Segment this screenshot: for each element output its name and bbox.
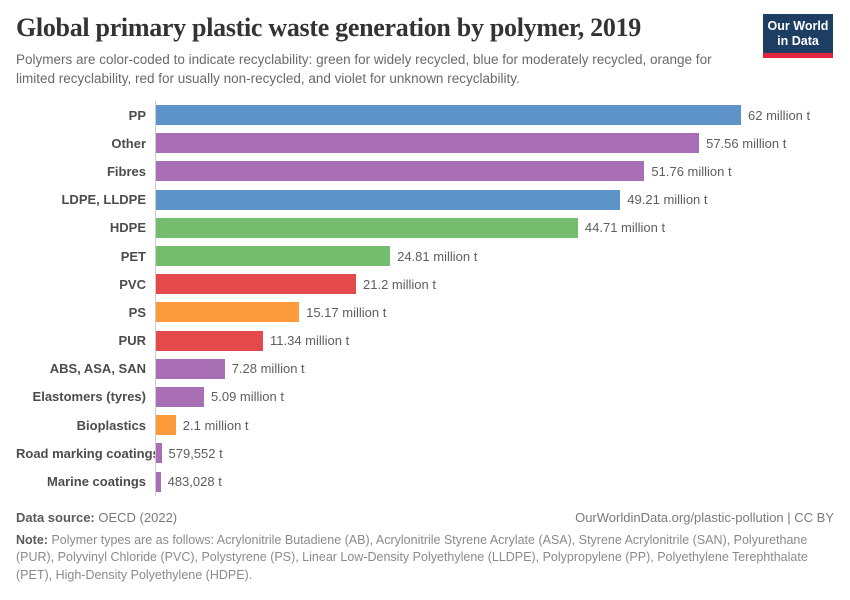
category-label: ABS, ASA, SAN — [49, 361, 146, 377]
note-text: Polymer types are as follows: Acrylonitr… — [16, 532, 808, 582]
bar-row: Bioplastics 2.1 million t — [16, 411, 834, 440]
bar-row: Fibres 51.76 million t — [16, 157, 834, 186]
bar-row: PS 15.17 million t — [16, 298, 834, 327]
category-label: Marine coatings — [47, 474, 146, 490]
value-label: 49.21 million t — [627, 192, 708, 208]
value-label: 62 million t — [748, 107, 811, 123]
value-label: 24.81 million t — [397, 248, 478, 264]
chart-subtitle: Polymers are color-coded to indicate rec… — [16, 52, 712, 86]
bar-track: 49.21 million t — [155, 185, 834, 214]
value-label: 11.34 million t — [270, 333, 350, 349]
chart-footer: Data source: OECD (2022) OurWorldinData.… — [16, 510, 834, 585]
bar-track: 21.2 million t — [155, 270, 834, 299]
bar-track: 15.17 million t — [155, 298, 834, 327]
page-title: Global primary plastic waste generation … — [16, 13, 641, 42]
bar-row: ABS, ASA, SAN 7.28 million t — [16, 354, 834, 383]
owid-logo-line1: Our World — [767, 19, 829, 33]
bar-track: 44.71 million t — [155, 213, 834, 242]
bar-track: 62 million t — [155, 101, 834, 130]
bar-track: 24.81 million t — [155, 241, 834, 271]
bar-track: 579,552 t — [155, 439, 834, 468]
value-label: 21.2 million t — [363, 276, 436, 292]
data-source: Data source: OECD (2022) — [16, 510, 177, 525]
category-label: LDPE, LLDPE — [61, 192, 146, 208]
bar-row: PVC 21.2 million t — [16, 270, 834, 299]
source-row: Data source: OECD (2022) OurWorldinData.… — [16, 510, 834, 525]
category-label: Road marking coatings — [16, 445, 160, 461]
value-label: 5.09 million t — [211, 389, 284, 405]
value-label: 57.56 million t — [706, 135, 787, 151]
bar-track: 7.28 million t — [155, 354, 834, 383]
bar — [156, 105, 741, 126]
category-label: Other — [111, 135, 146, 151]
value-label: 2.1 million t — [182, 417, 249, 433]
category-label: Elastomers (tyres) — [32, 389, 146, 405]
bar — [156, 274, 356, 295]
bar — [156, 161, 645, 182]
bar-row: HDPE 44.71 million t — [16, 213, 834, 242]
category-label: HDPE — [109, 220, 146, 236]
bar-row: PP 62 million t — [16, 101, 834, 130]
value-label: 483,028 t — [167, 474, 222, 490]
bar-row: Other 57.56 million t — [16, 129, 834, 158]
category-label: Bioplastics — [76, 417, 146, 433]
bar — [156, 189, 621, 210]
bar-track: 51.76 million t — [155, 157, 834, 186]
owid-logo-line2: in Data — [777, 34, 819, 48]
value-label: 579,552 t — [168, 445, 223, 461]
bar — [156, 246, 391, 267]
bar-track: 2.1 million t — [155, 411, 834, 440]
bar-track: 11.34 million t — [155, 326, 834, 355]
bar — [156, 415, 176, 436]
bar-track: 483,028 t — [155, 467, 834, 496]
bar-row: PET 24.81 million t — [16, 241, 834, 271]
bar-chart: PP 62 million t Other 57.56 million t Fibres… — [16, 101, 834, 496]
category-label: PET — [120, 248, 146, 264]
bar-row: PUR 11.34 million t — [16, 326, 834, 355]
bar-track: 5.09 million t — [155, 382, 834, 412]
bar — [156, 330, 263, 351]
value-label: 15.17 million t — [306, 304, 387, 320]
bar — [156, 358, 225, 379]
bar-row: Marine coatings 483,028 t — [16, 467, 834, 496]
bar — [156, 471, 161, 492]
note: Note: Polymer types are as follows: Acry… — [16, 532, 834, 585]
category-label: PVC — [119, 276, 146, 292]
category-label: PP — [128, 107, 146, 123]
category-label: PS — [128, 304, 146, 320]
bar-track: 57.56 million t — [155, 129, 834, 158]
bar-row: LDPE, LLDPE 49.21 million t — [16, 185, 834, 214]
value-label: 44.71 million t — [584, 220, 666, 236]
note-label: Note: — [16, 532, 48, 547]
data-source-label: Data source: — [16, 509, 95, 525]
category-label: PUR — [118, 333, 146, 349]
value-label: 51.76 million t — [651, 163, 732, 179]
bar-row: Road marking coatings 579,552 t — [16, 439, 834, 468]
bar — [156, 302, 300, 323]
bar-row: Elastomers (tyres) 5.09 million t — [16, 382, 834, 412]
bar — [156, 133, 700, 154]
value-label: 7.28 million t — [231, 361, 305, 377]
bar — [156, 217, 578, 238]
bar — [156, 443, 162, 464]
bar — [156, 386, 204, 407]
category-label: Fibres — [106, 163, 146, 179]
owid-link[interactable]: OurWorldinData.org/plastic-pollution | C… — [575, 509, 834, 525]
data-source-value: OECD (2022) — [98, 509, 178, 525]
owid-logo[interactable]: Our World in Data — [763, 14, 833, 58]
